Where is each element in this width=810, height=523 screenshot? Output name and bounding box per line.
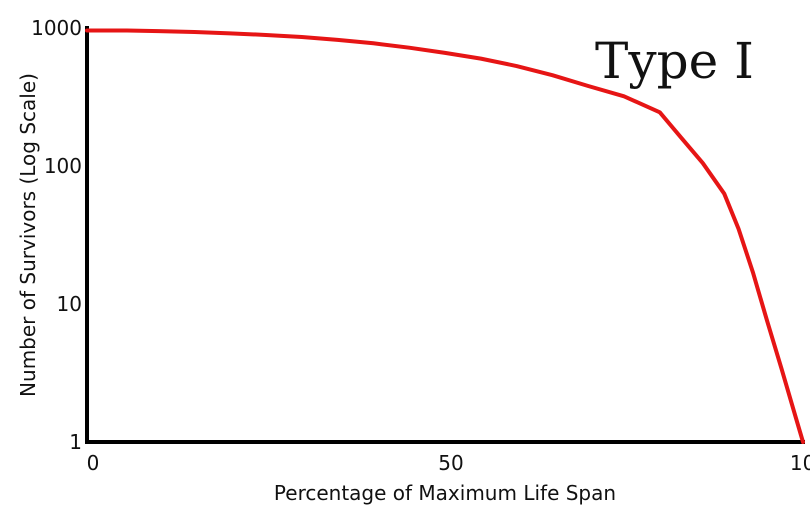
y-tick-label: 1000 xyxy=(31,16,82,40)
y-axis-label: Number of Survivors (Log Scale) xyxy=(16,73,40,397)
x-tick-label: 100 xyxy=(790,451,810,475)
y-tick-label: 100 xyxy=(44,154,82,178)
tick-labels-group: 0 50 100 1 10 100 1000 xyxy=(31,16,810,475)
survivorship-curve xyxy=(85,28,805,444)
x-axis-label: Percentage of Maximum Life Span xyxy=(274,481,616,505)
chart-title: Type I xyxy=(595,32,754,90)
axes-group xyxy=(85,26,805,444)
y-tick-label: 10 xyxy=(57,292,82,316)
x-tick-label: 0 xyxy=(87,451,100,475)
y-tick-label: 1 xyxy=(69,430,82,454)
x-tick-label: 50 xyxy=(438,451,463,475)
